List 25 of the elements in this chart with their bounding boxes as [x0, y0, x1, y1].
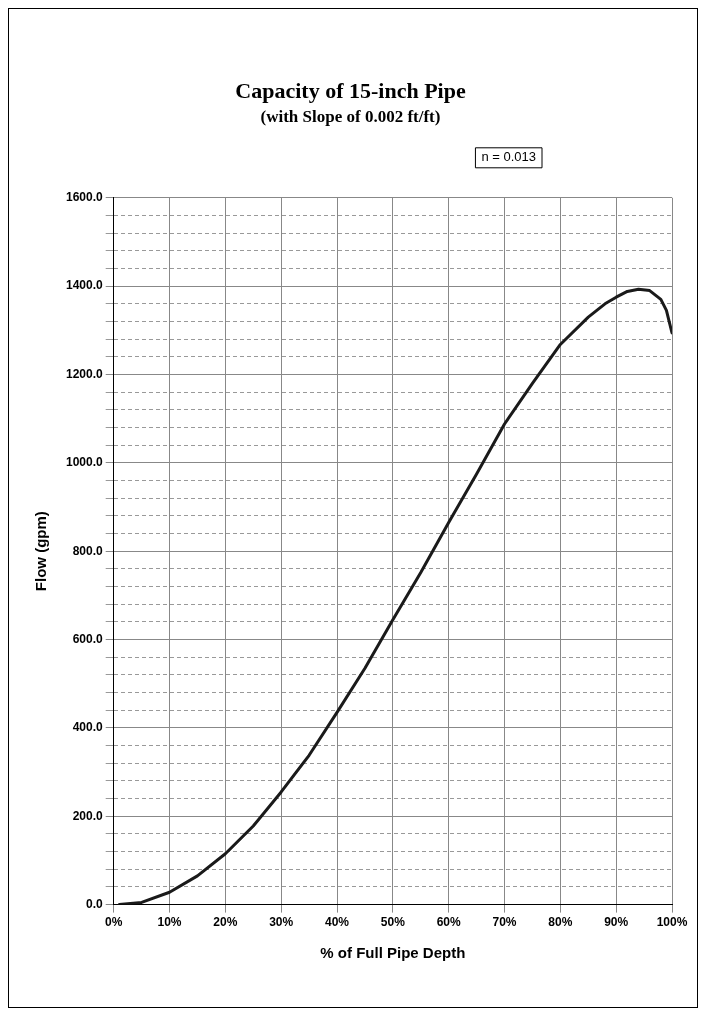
y-tick-label: 1600.0 [66, 190, 104, 205]
x-tick-label: 40% [325, 915, 350, 930]
x-tick-label: 80% [548, 915, 573, 930]
chart-subtitle: (with Slope of 0.002 ft/ft) [260, 106, 441, 126]
x-axis-title: % of Full Pipe Depth [320, 944, 466, 962]
y-axis-title: Flow (gpm) [32, 511, 50, 592]
y-tick-label: 400.0 [72, 720, 104, 735]
x-tick-label: 70% [492, 915, 517, 930]
x-tick-label: 30% [269, 915, 294, 930]
x-tick-label: 90% [604, 915, 629, 930]
y-tick-label: 800.0 [72, 543, 104, 558]
text: n = 0.013 [481, 149, 536, 165]
x-tick-label: 100% [656, 915, 688, 930]
x-tick-label: 10% [157, 915, 182, 930]
y-tick-label: 1000.0 [66, 455, 104, 470]
y-tick-label: 1400.0 [66, 278, 104, 293]
x-tick-label: 0% [105, 915, 123, 930]
y-tick-label: 200.0 [72, 808, 104, 823]
x-tick-label: 60% [436, 915, 462, 930]
x-tick-label: 50% [380, 915, 406, 930]
x-tick-label: 20% [213, 915, 238, 930]
y-tick-label: 0.0 [86, 896, 104, 911]
chart-title: Capacity of 15-inch Pipe [235, 77, 466, 103]
y-tick-label: 600.0 [72, 631, 104, 646]
y-tick-label: 1200.0 [66, 366, 104, 381]
